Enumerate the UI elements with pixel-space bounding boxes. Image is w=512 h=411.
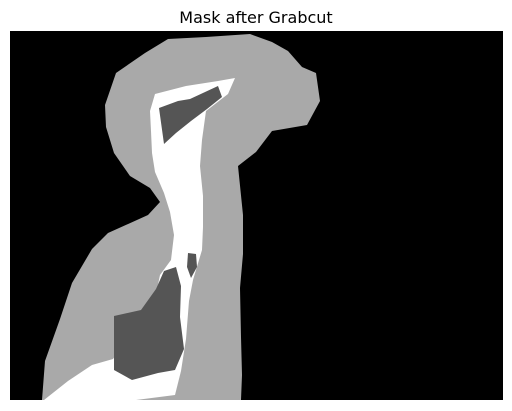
figure-title: Mask after Grabcut: [179, 8, 333, 27]
mask-foreground-channel-region: [44, 78, 235, 400]
mask-probable-background-upper-region: [159, 86, 222, 144]
mask-probable-background-notch-region: [187, 253, 197, 278]
grabcut-mask-image: [10, 31, 503, 400]
mask-probable-background-lower-region: [114, 267, 184, 380]
